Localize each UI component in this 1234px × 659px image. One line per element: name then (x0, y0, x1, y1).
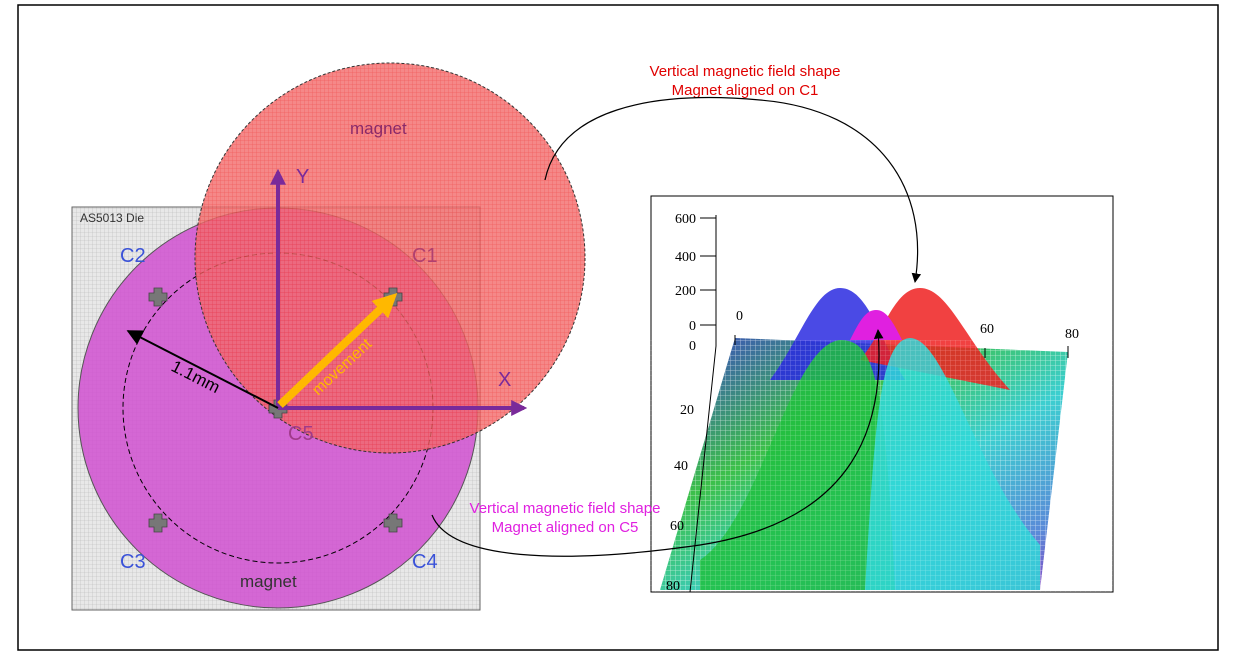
tick-label: 60 (670, 519, 684, 534)
connector-arrow (544, 97, 922, 283)
tick-label: 40 (674, 459, 688, 474)
plot-ticks (734, 335, 1069, 358)
tick-label: 600 (675, 212, 696, 227)
tick-label: 60 (980, 322, 994, 337)
tick-label: 0 (689, 339, 696, 354)
plot-axes (689, 215, 1069, 593)
sensor-label: C2 (120, 245, 146, 267)
axis-label: X (498, 369, 511, 391)
magnet-label: magnet (240, 572, 297, 591)
tick-label: 0 (736, 309, 743, 324)
tick-label: 20 (680, 403, 694, 418)
annotation: Magnet aligned on C1 (672, 82, 819, 99)
connector-arrow (431, 329, 884, 557)
radius-arrow (126, 330, 279, 409)
tick-label: 80 (666, 579, 680, 594)
plot-ticks (700, 217, 716, 326)
tick-label: 0 (689, 319, 696, 334)
sensor-label: C1 (412, 245, 438, 267)
magnet-c1 (194, 62, 586, 454)
sensor (383, 513, 403, 533)
movement-arrow (277, 293, 398, 408)
sensor (148, 513, 168, 533)
annotation: Magnet aligned on C5 (492, 519, 639, 536)
peak-mesh (650, 340, 1113, 592)
sensor-label: C5 (288, 423, 314, 445)
annotation: Vertical magnetic field shape (650, 63, 841, 80)
die-label: AS5013 Die (80, 211, 144, 225)
tick-label: 80 (1065, 327, 1079, 342)
plot-axis (689, 215, 717, 593)
tick-label: 200 (675, 284, 696, 299)
sensor-label: C3 (120, 551, 146, 573)
peak (850, 310, 902, 340)
annotation: Vertical magnetic field shape (470, 500, 661, 517)
tick-label: 400 (675, 250, 696, 265)
axis-label: Y (296, 166, 309, 188)
sensor (148, 287, 168, 307)
magnet-label: magnet (350, 119, 407, 138)
sensor-label: C4 (412, 551, 438, 573)
